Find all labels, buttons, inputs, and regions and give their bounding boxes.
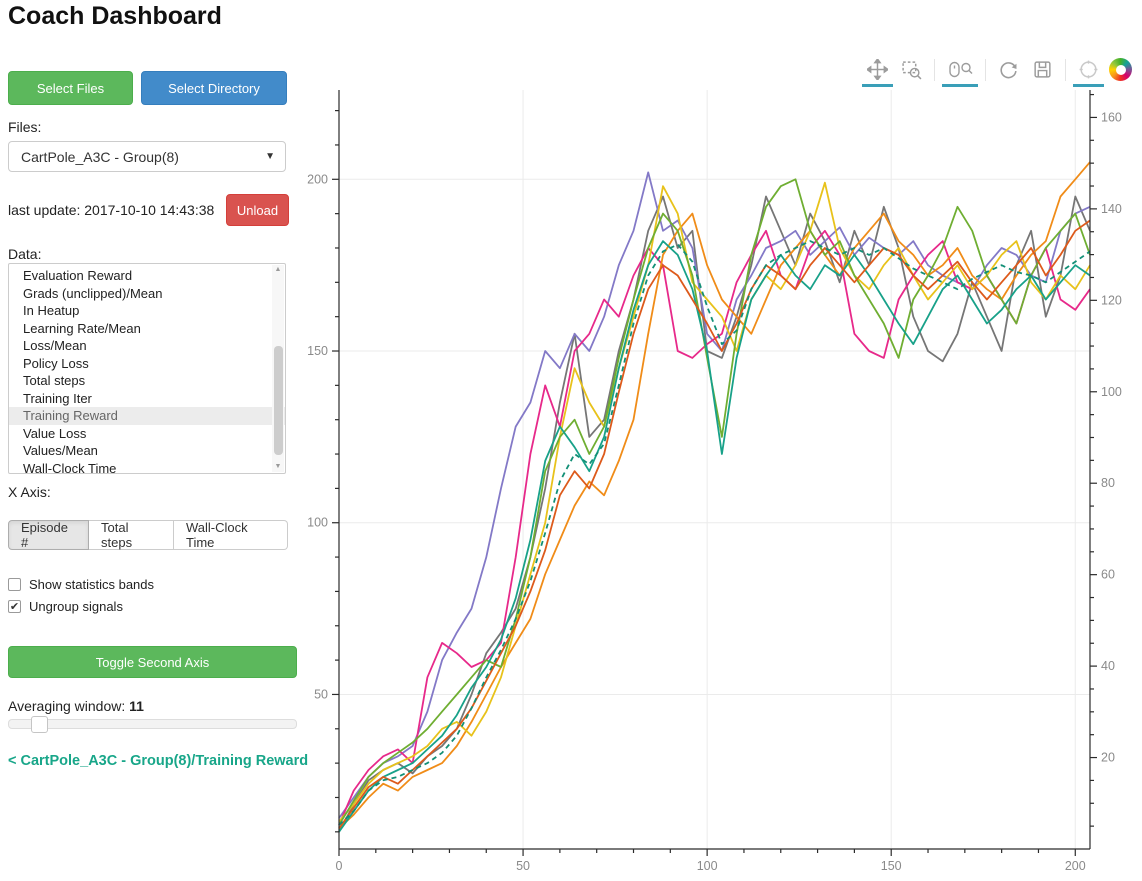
signal-breadcrumb-link[interactable]: < CartPole_A3C - Group(8)/Training Rewar… (8, 753, 309, 769)
list-item[interactable]: Training Iter (23, 390, 92, 406)
series-w6 (338, 240, 1091, 833)
pan-tool-icon[interactable] (862, 57, 893, 87)
reset-tool-icon[interactable] (995, 57, 1022, 87)
stats-bands-checkbox[interactable] (8, 578, 21, 591)
list-item-selected[interactable]: Training Reward (9, 407, 285, 425)
toggle-second-axis-button[interactable]: Toggle Second Axis (8, 646, 297, 678)
list-item[interactable]: Grads (unclipped)/Mean (23, 285, 163, 301)
box-zoom-tool-icon[interactable] (898, 57, 925, 87)
tab-total-steps[interactable]: Total steps (89, 520, 174, 550)
save-tool-icon[interactable] (1029, 57, 1056, 87)
stats-bands-row: Show statistics bands (8, 577, 154, 592)
left-tick-label: 150 (307, 344, 328, 358)
ungroup-checkbox[interactable] (8, 600, 21, 613)
scrollbar-thumb[interactable] (273, 345, 283, 456)
listbox-scrollbar[interactable]: ▲ ▼ (272, 265, 284, 472)
right-tick-label: 80 (1101, 476, 1115, 490)
select-files-button[interactable]: Select Files (8, 71, 133, 105)
plot-toolbar (862, 57, 1132, 87)
list-item[interactable]: Value Loss (23, 425, 87, 441)
ungroup-row: Ungroup signals (8, 599, 123, 614)
hover-tool-icon[interactable] (1073, 57, 1104, 87)
left-tick-label: 50 (314, 687, 328, 701)
list-item[interactable]: Values/Mean (23, 443, 98, 458)
x-tick-label: 100 (697, 859, 718, 873)
x-tick-label: 150 (881, 859, 902, 873)
right-tick-label: 120 (1101, 293, 1122, 307)
chevron-down-icon: ▼ (265, 151, 275, 162)
averaging-window-value: 11 (129, 698, 144, 714)
scroll-down-icon[interactable]: ▼ (274, 463, 282, 470)
left-tick-label: 200 (307, 172, 328, 186)
toolbar-divider (985, 59, 986, 81)
ungroup-label: Ungroup signals (29, 599, 123, 614)
page-title: Coach Dashboard (8, 2, 222, 30)
averaging-window-slider[interactable] (8, 716, 297, 733)
files-select-value: CartPole_A3C - Group(8) (21, 148, 179, 165)
series-w0 (338, 195, 1091, 833)
right-tick-label: 140 (1101, 202, 1122, 216)
tab-wall-clock-time[interactable]: Wall-Clock Time (174, 520, 288, 550)
list-item[interactable]: Total steps (23, 373, 86, 388)
select-directory-button[interactable]: Select Directory (141, 71, 287, 105)
list-item[interactable]: Wall-Clock Time (23, 460, 117, 474)
right-tick-label: 100 (1101, 385, 1122, 399)
series-w3 (338, 161, 1091, 830)
list-item[interactable]: Policy Loss (23, 355, 89, 371)
data-listbox: Evaluation Reward Grads (unclipped)/Mean… (8, 263, 286, 474)
data-label: Data: (8, 246, 42, 262)
files-select[interactable]: CartPole_A3C - Group(8) ▼ (8, 141, 286, 172)
series-w7 (338, 219, 1091, 829)
series-w4 (338, 181, 1091, 823)
toolbar-divider (1065, 59, 1066, 81)
series-mean (338, 240, 1091, 826)
right-tick-label: 60 (1101, 568, 1115, 582)
wheel-zoom-tool-icon[interactable] (942, 57, 978, 87)
x-tick-label: 200 (1065, 859, 1086, 873)
slider-thumb[interactable] (31, 716, 48, 733)
files-label: Files: (8, 119, 42, 135)
averaging-window-label: Averaging window: 11 (8, 698, 144, 714)
right-tick-label: 160 (1101, 110, 1122, 124)
toolbar-divider (934, 59, 935, 81)
list-item[interactable]: Evaluation Reward (23, 268, 133, 283)
list-item[interactable]: Loss/Mean (23, 338, 87, 353)
bokeh-logo[interactable] (1109, 58, 1132, 81)
list-item[interactable]: Learning Rate/Mean (23, 320, 141, 336)
unload-button[interactable]: Unload (226, 194, 289, 226)
x-tick-label: 0 (336, 859, 343, 873)
right-tick-label: 40 (1101, 659, 1115, 673)
x-tick-label: 50 (516, 859, 530, 873)
list-item[interactable]: In Heatup (23, 303, 80, 318)
x-axis-tab-group: Episode # Total steps Wall-Clock Time (8, 520, 288, 550)
last-update-text: last update: 2017-10-10 14:43:38 (8, 202, 215, 218)
scroll-up-icon[interactable]: ▲ (274, 266, 282, 273)
stats-bands-label: Show statistics bands (29, 577, 155, 592)
x-axis-label: X Axis: (8, 484, 51, 500)
left-tick-label: 100 (307, 516, 328, 530)
tab-episode[interactable]: Episode # (8, 520, 89, 550)
right-tick-label: 20 (1101, 751, 1115, 765)
